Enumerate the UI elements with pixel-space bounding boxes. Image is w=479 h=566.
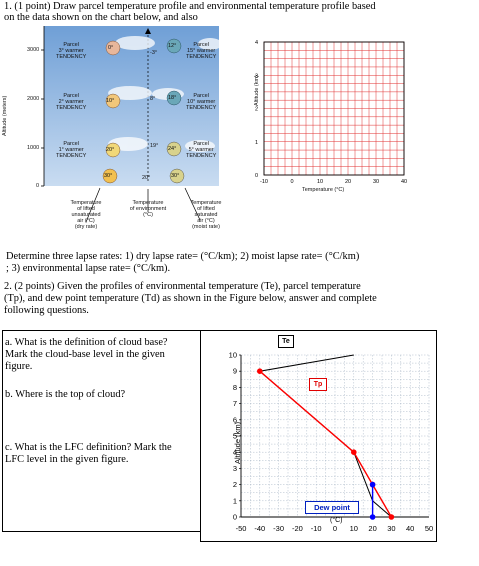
dew-point-label: Dew point — [305, 501, 359, 514]
q1-line-2: on the data shown on the chart below, an… — [4, 12, 198, 23]
left-parcel-label: Parcel 3° warmer TENDENCY — [56, 42, 87, 60]
lapse-rate-question-line-1: Determine three lapse rates: 1) dry laps… — [6, 251, 360, 262]
grid1-y-axis-label: Altitude (km) — [254, 75, 260, 106]
sounding-x-axis-unit: (°C) — [330, 517, 343, 524]
left-balloons — [102, 40, 121, 184]
environment-temp: -3° — [150, 50, 158, 56]
right-balloon-temp: 12° — [168, 43, 177, 49]
left-parcel-label: Parcel 1° warmer TENDENCY — [56, 141, 87, 159]
grid1-ytick: 2 — [255, 107, 258, 113]
grid1-ytick: 1 — [255, 140, 258, 146]
sky-background — [44, 26, 219, 186]
sounding-ytick-label: 7 — [233, 399, 237, 408]
bottom-right-temp: 30° — [171, 173, 180, 179]
grid1-xtick: 40 — [401, 179, 407, 185]
te-label: Te — [278, 335, 294, 348]
balloon-y-axis-label: Altitude (meters) — [2, 95, 8, 136]
series-point-tp — [388, 514, 395, 520]
grid1-xtick: 10 — [317, 179, 323, 185]
right-balloon-temp: 18° — [168, 95, 177, 101]
right-parcel-label: Parcel 5° warmer TENDENCY — [186, 141, 217, 159]
grid1-ytick: 0 — [255, 173, 258, 179]
environment-temp: 19° — [150, 143, 159, 149]
sounding-xtick-label: 30 — [387, 524, 395, 533]
grid1-xtick: 30 — [373, 179, 379, 185]
grid1-xtick: -10 — [260, 179, 268, 185]
series-point-dew-point — [369, 481, 376, 488]
grid1-ytick: 3 — [255, 73, 258, 79]
sounding-ytick-label: 0 — [233, 513, 237, 522]
bottom-left-temp: 30° — [104, 173, 113, 179]
lapse-rate-question-line-2: ; 3) environmental lapse rate= (°C/km). — [6, 263, 171, 274]
grid1-xtick: 20 — [345, 179, 351, 185]
left-balloon-temp: 0° — [108, 45, 114, 51]
sounding-ytick-label: 2 — [233, 480, 237, 489]
right-balloons — [166, 38, 185, 184]
right-parcel-label: Parcel 15° warmer TENDENCY — [186, 42, 217, 60]
sounding-ytick-label: 3 — [233, 464, 237, 473]
sounding-ytick-label: 5 — [233, 432, 237, 441]
q1-line-1: 1. (1 point) Draw parcel temperature pro… — [4, 1, 376, 12]
caption-environment: Temperature of environment (°C) — [129, 200, 167, 218]
grid1-ytick: 4 — [255, 40, 258, 46]
q2c-line-1: c. What is the LFC definition? Mark the — [5, 442, 172, 453]
sounding-xtick-label: -50 — [236, 524, 247, 533]
series-point-dew-point — [369, 514, 376, 520]
sounding-ytick-label: 10 — [229, 351, 237, 360]
balloon-ytick-3000: 3000 — [27, 47, 40, 53]
series-point-tp — [351, 449, 357, 455]
parcel-balloon-diagram: Altitude (meters) 3000 2000 1000 0 Parce… — [0, 26, 250, 248]
caption-dry: Temperature of lifted unsaturated air (°C)(… — [70, 200, 102, 230]
q2-line-2: (Tp), and dew point temperature (Td) as … — [4, 293, 377, 304]
left-balloon-temp: 10° — [106, 98, 115, 104]
sounding-xtick-label: -20 — [292, 524, 303, 533]
sounding-ytick-label: 4 — [233, 448, 237, 457]
right-parcel-label: Parcel 10° warmer TENDENCY — [186, 93, 217, 111]
left-balloon-temp: 20° — [106, 147, 115, 153]
series-point-tp — [257, 368, 263, 374]
environment-temp: 8° — [150, 96, 156, 102]
sounding-xtick-label: -10 — [311, 524, 322, 533]
balloon-ytick-2000: 2000 — [27, 96, 40, 102]
sounding-ytick-label: 9 — [233, 367, 237, 376]
q2a-line-3: figure. — [5, 361, 33, 372]
sounding-xtick-label: 40 — [406, 524, 414, 533]
q2b-line: b. Where is the top of cloud? — [5, 389, 126, 400]
sounding-ytick-label: 8 — [233, 383, 237, 392]
q2a-line-1: a. What is the definition of cloud base? — [5, 337, 168, 348]
sounding-xtick-label: -40 — [254, 524, 265, 533]
sounding-xtick-label: 10 — [350, 524, 358, 533]
caption-moist: Temperature of lifted saturated air (°C) (mo… — [190, 200, 222, 230]
q2a-line-2: Mark the cloud-base level in the given — [5, 349, 165, 360]
sounding-ytick-label: 1 — [233, 496, 237, 505]
balloon-ytick-1000: 1000 — [27, 145, 40, 151]
q2-line-1: 2. (2 points) Given the profiles of envi… — [4, 281, 361, 292]
sounding-xtick-label: 20 — [368, 524, 376, 533]
sounding-ytick-label: 6 — [233, 415, 237, 424]
grid1-xtick: 0 — [290, 179, 293, 185]
right-balloon-temp: 24° — [168, 146, 177, 152]
sounding-y-axis-label: Altitude (km) — [233, 421, 242, 464]
q2-line-3: following questions. — [4, 305, 89, 316]
balloon-ytick-0: 0 — [36, 183, 40, 189]
sounding-xtick-label: 50 — [425, 524, 433, 533]
left-parcel-label: Parcel 2° warmer TENDENCY — [56, 93, 87, 111]
blank-temperature-grid: 4 3 2 1 0 -10 0 10 20 30 40 Altitude (km) Temperat… — [244, 28, 414, 198]
sounding-chart: 0 1 2 3 4 5 6 7 8 9 10 -50 -40 -30 -20 -10 0 10 20 30 40 50 A… — [200, 330, 437, 542]
bottom-env-temp: 20° — [142, 175, 151, 181]
sounding-xtick-label: 0 — [333, 524, 337, 533]
q2c-line-2: LFC level in the given figure. — [5, 454, 129, 465]
sub-question-panel — [2, 330, 201, 532]
sounding-xtick-label: -30 — [273, 524, 284, 533]
series-line-tp — [259, 370, 393, 518]
grid1-x-axis-label: Temperature (°C) — [302, 187, 345, 193]
tp-label: Tp — [309, 378, 327, 391]
